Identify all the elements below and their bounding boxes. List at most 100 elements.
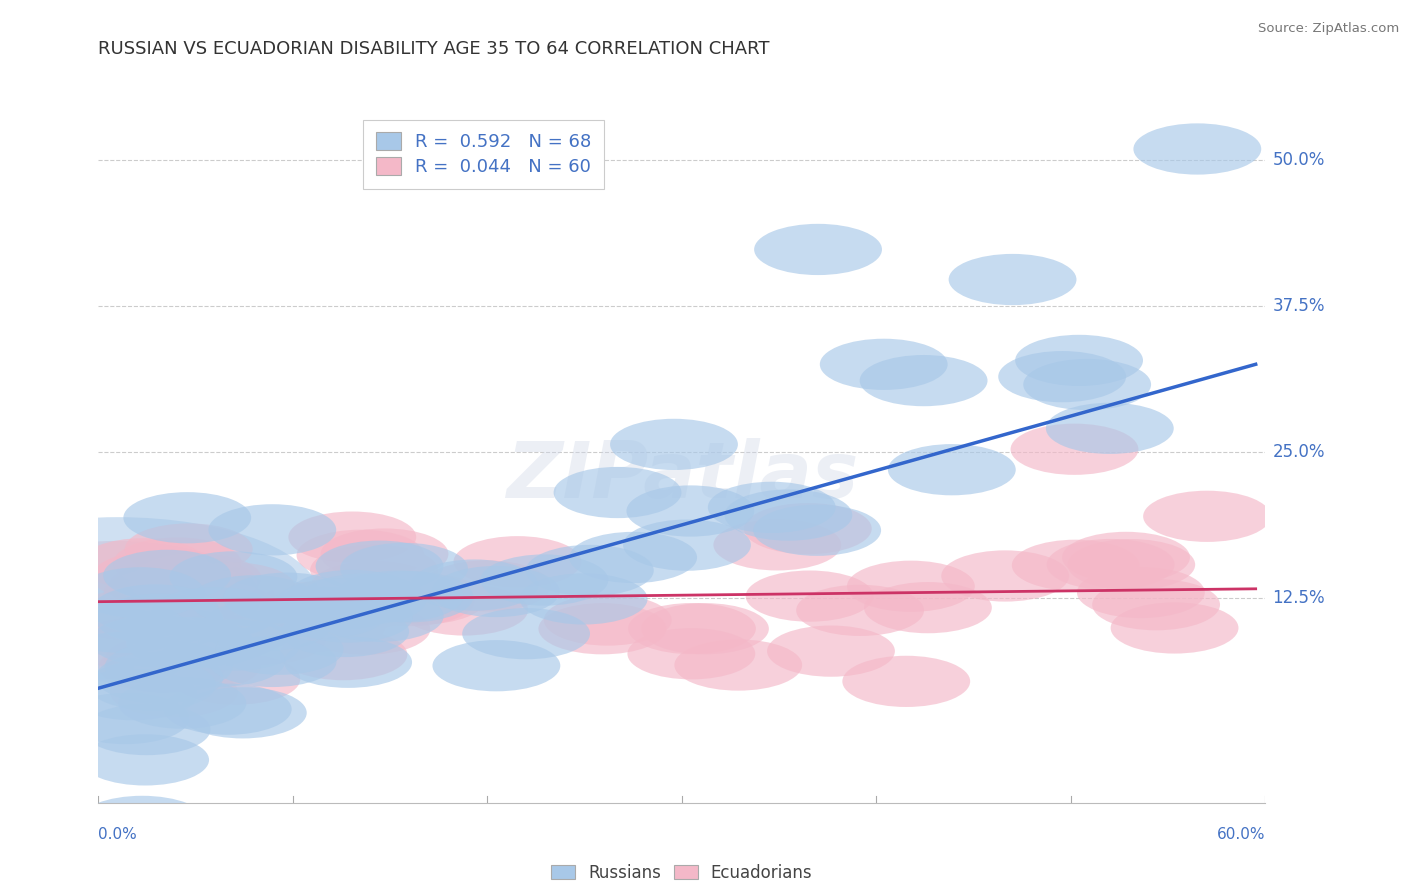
Text: 60.0%: 60.0% [1218,827,1265,841]
Ellipse shape [157,635,285,687]
Ellipse shape [754,224,882,275]
Ellipse shape [315,541,443,591]
Ellipse shape [96,652,224,703]
Ellipse shape [280,629,408,681]
Ellipse shape [744,503,872,554]
Ellipse shape [842,656,970,707]
Ellipse shape [1111,602,1239,654]
Ellipse shape [724,490,852,541]
Ellipse shape [165,683,291,735]
Ellipse shape [675,640,803,690]
Ellipse shape [544,594,672,646]
Ellipse shape [108,561,236,613]
Text: Source: ZipAtlas.com: Source: ZipAtlas.com [1258,22,1399,36]
Ellipse shape [411,559,538,611]
Ellipse shape [569,532,697,583]
Ellipse shape [359,574,486,624]
Ellipse shape [1012,540,1140,591]
Ellipse shape [91,551,219,602]
Ellipse shape [127,617,254,668]
Text: 0.0%: 0.0% [98,827,138,841]
Ellipse shape [76,607,204,658]
Ellipse shape [276,578,404,630]
Ellipse shape [0,541,260,656]
Ellipse shape [463,608,591,659]
Ellipse shape [520,574,648,624]
Ellipse shape [83,704,211,756]
Legend: Russians, Ecuadorians: Russians, Ecuadorians [544,857,820,888]
Ellipse shape [346,571,474,623]
Ellipse shape [115,601,243,653]
Ellipse shape [745,571,873,622]
Ellipse shape [285,591,413,642]
Ellipse shape [190,575,318,626]
Ellipse shape [96,594,224,645]
Ellipse shape [297,530,425,581]
Ellipse shape [623,519,751,571]
Ellipse shape [152,587,280,639]
Ellipse shape [104,634,232,686]
Ellipse shape [79,796,207,847]
Ellipse shape [69,590,197,640]
Ellipse shape [1143,491,1271,542]
Ellipse shape [173,654,301,705]
Ellipse shape [336,571,464,622]
Ellipse shape [208,504,336,556]
Ellipse shape [89,659,215,710]
Ellipse shape [481,554,609,606]
Ellipse shape [288,511,416,563]
Ellipse shape [340,543,468,594]
Text: 50.0%: 50.0% [1272,151,1324,169]
Ellipse shape [103,549,231,601]
Ellipse shape [1067,539,1195,591]
Ellipse shape [433,640,561,691]
Ellipse shape [554,467,682,518]
Ellipse shape [454,536,581,587]
Ellipse shape [432,566,560,617]
Ellipse shape [1046,402,1174,454]
Ellipse shape [114,537,242,589]
Ellipse shape [859,355,987,406]
Ellipse shape [298,574,426,625]
Ellipse shape [1092,579,1220,631]
Ellipse shape [60,632,188,683]
Ellipse shape [820,339,948,390]
Ellipse shape [949,254,1077,305]
Ellipse shape [768,625,894,677]
Ellipse shape [148,571,276,622]
Ellipse shape [1133,123,1261,175]
Ellipse shape [0,517,321,679]
Ellipse shape [1011,424,1139,475]
Ellipse shape [1024,359,1152,410]
Ellipse shape [1046,539,1174,591]
Text: 25.0%: 25.0% [1272,443,1324,461]
Ellipse shape [627,485,754,537]
Ellipse shape [941,550,1069,601]
Ellipse shape [707,482,835,533]
Text: 37.5%: 37.5% [1272,297,1324,315]
Ellipse shape [129,557,257,608]
Ellipse shape [110,666,238,717]
Ellipse shape [79,538,207,590]
Text: ZIPatlas: ZIPatlas [506,438,858,514]
Ellipse shape [311,544,437,596]
Ellipse shape [526,545,654,596]
Ellipse shape [796,585,924,636]
Ellipse shape [70,618,198,670]
Ellipse shape [1077,567,1205,618]
Ellipse shape [256,582,384,632]
Ellipse shape [628,603,756,654]
Ellipse shape [179,687,307,739]
Ellipse shape [865,582,991,633]
Ellipse shape [260,587,388,638]
Ellipse shape [204,599,332,650]
Ellipse shape [610,418,738,470]
Ellipse shape [754,505,882,556]
Ellipse shape [208,636,336,687]
Ellipse shape [713,519,841,571]
Ellipse shape [62,693,190,744]
Ellipse shape [170,551,297,602]
Ellipse shape [224,573,352,624]
Ellipse shape [321,528,449,580]
Ellipse shape [91,584,219,636]
